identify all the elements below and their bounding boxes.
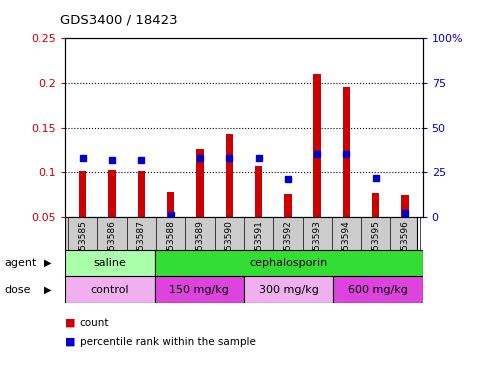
Bar [284,194,292,217]
Text: saline: saline [93,258,127,268]
Text: GSM253590: GSM253590 [225,220,234,275]
Text: control: control [91,285,129,295]
Text: cephalosporin: cephalosporin [249,258,328,268]
Bar [401,195,409,217]
Bar [155,250,423,276]
Bar [313,74,321,217]
Text: GSM253594: GSM253594 [342,220,351,275]
Bar [167,192,174,217]
Text: dose: dose [5,285,31,295]
Text: count: count [80,318,109,328]
Bar [372,193,380,217]
Text: ■: ■ [65,337,76,347]
Bar [65,276,155,303]
Text: agent: agent [5,258,37,268]
Bar [138,170,145,217]
Bar [226,134,233,217]
Text: GSM253591: GSM253591 [254,220,263,275]
Text: GSM253587: GSM253587 [137,220,146,275]
Bar [343,87,350,217]
Bar [65,250,155,276]
Text: GSM253588: GSM253588 [166,220,175,275]
Text: GDS3400 / 18423: GDS3400 / 18423 [60,14,178,27]
Text: ▶: ▶ [44,258,52,268]
Text: percentile rank within the sample: percentile rank within the sample [80,337,256,347]
Bar [108,170,116,217]
Bar [255,166,262,217]
Text: GSM253586: GSM253586 [108,220,116,275]
Bar [155,276,244,303]
Bar [244,276,333,303]
Text: GSM253589: GSM253589 [196,220,204,275]
Text: GSM253593: GSM253593 [313,220,322,275]
Text: GSM253592: GSM253592 [284,220,292,275]
Text: GSM253596: GSM253596 [400,220,410,275]
Text: ▶: ▶ [44,285,52,295]
Text: ■: ■ [65,318,76,328]
Text: 600 mg/kg: 600 mg/kg [348,285,408,295]
Text: GSM253595: GSM253595 [371,220,380,275]
Bar [79,170,86,217]
Text: GSM253585: GSM253585 [78,220,87,275]
Text: 300 mg/kg: 300 mg/kg [259,285,318,295]
Bar [333,276,423,303]
Bar [196,149,204,217]
Text: 150 mg/kg: 150 mg/kg [170,285,229,295]
